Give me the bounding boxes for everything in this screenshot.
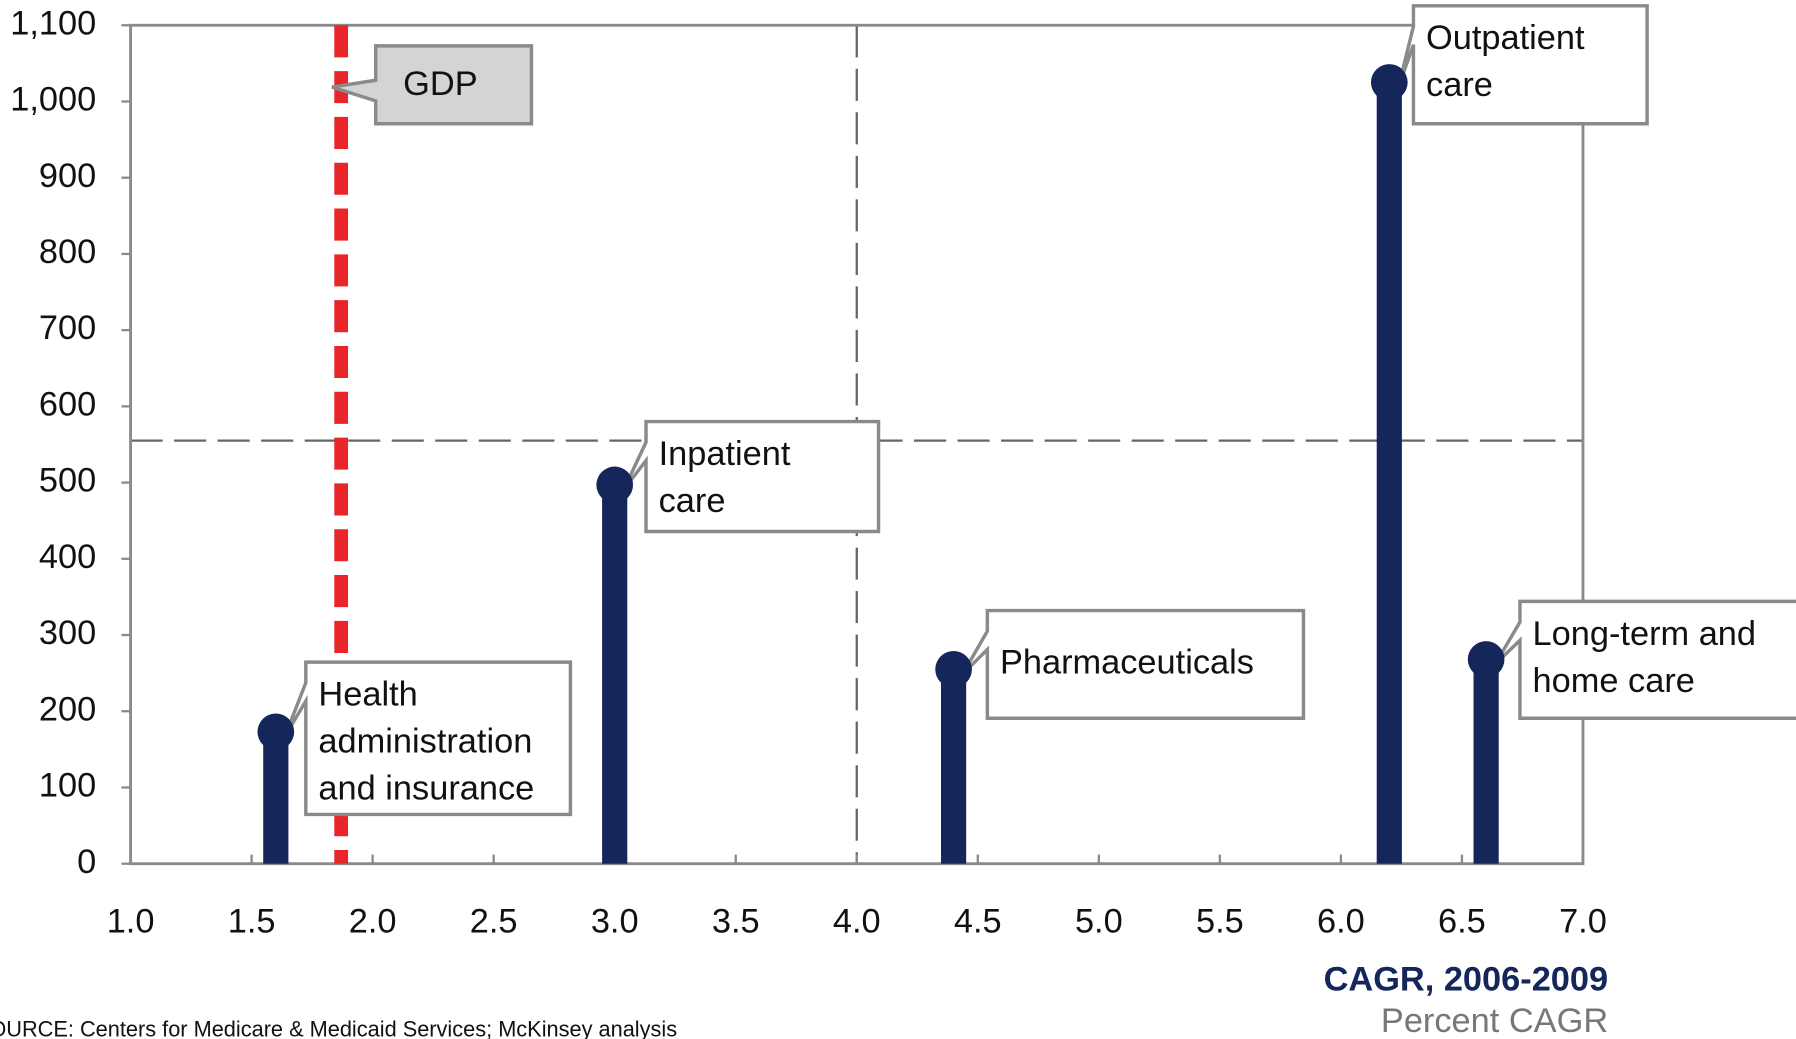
y-tick-label: 1,000 [10,81,96,119]
x-tick-label: 6.5 [1438,902,1486,940]
x-tick-label: 2.0 [349,902,397,940]
x-tick-label: 5.5 [1196,902,1244,940]
y-tick-label: 0 [77,843,96,881]
y-tick-label: 900 [39,157,96,195]
point-label: Pharmaceuticals [1000,643,1254,681]
y-tick-label: 600 [39,385,96,423]
callout-box [622,419,881,534]
callout-box [1396,4,1649,126]
stem-dot [1467,641,1505,678]
point-label: home care [1533,662,1695,700]
y-tick-label: 300 [39,614,96,652]
callout-box [331,44,534,126]
stem-dot [1370,64,1408,101]
x-tick-label: 4.5 [954,902,1002,940]
y-tick-label: 800 [39,233,96,271]
x-tick-label: 1.5 [228,902,276,940]
y-tick-label: 400 [39,538,96,576]
point-label: administration [318,723,532,761]
x-tick-label: 6.0 [1317,902,1365,940]
x-axis-label: CAGR, 2006-2009 [1324,961,1609,999]
stem-dot [935,651,972,688]
callout-box [961,608,1306,720]
x-tick-label: 4.0 [833,902,881,940]
point-label: Health [318,676,417,714]
gdp-label: GDP [403,65,477,103]
y-tick-label: 1,100 [10,4,96,42]
point-label: Long-term and [1533,615,1756,653]
x-tick-label: 3.5 [712,902,760,940]
point-label: care [659,482,726,520]
point-label: Inpatient [659,435,791,473]
y-tick-label: 700 [39,309,96,347]
x-tick-label: 3.0 [591,902,639,940]
point-label: and insurance [318,769,534,807]
callout-box [1493,599,1796,720]
x-tick-label: 2.5 [470,902,518,940]
y-tick-label: 500 [39,462,96,500]
point-label: care [1426,66,1493,104]
y-tick-label: 100 [39,767,96,805]
stem-dot [596,466,634,504]
x-tick-label: 1.0 [107,902,155,940]
callout-box [283,660,573,817]
x-axis-unit: Percent CAGR [1381,1002,1608,1039]
source-note: SOURCE: Centers for Medicare & Medicaid … [0,1017,677,1039]
y-tick-label: 200 [39,690,96,728]
stem-dot [257,713,295,751]
x-tick-label: 7.0 [1559,902,1607,940]
x-tick-label: 5.0 [1075,902,1123,940]
point-label: Outpatient [1426,19,1585,57]
